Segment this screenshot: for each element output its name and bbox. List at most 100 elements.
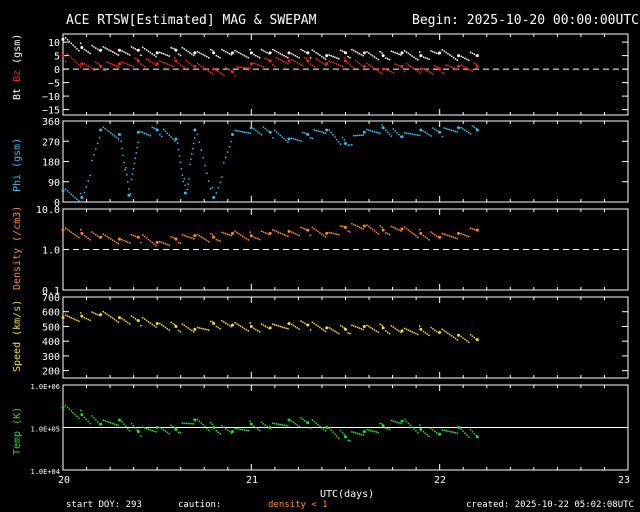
bt-sample	[121, 50, 123, 52]
speed-sample	[368, 325, 370, 328]
phi-sample	[469, 133, 472, 135]
bz-sample	[200, 65, 202, 67]
bt-sample	[298, 56, 300, 59]
bt-sample	[177, 53, 180, 56]
speed-sample	[373, 329, 376, 331]
temp-sample	[403, 418, 406, 421]
density-sample	[417, 236, 419, 239]
bz-point	[419, 67, 423, 71]
density-sample	[70, 231, 73, 233]
temp-sample	[149, 429, 152, 431]
bz-sample	[304, 56, 306, 59]
bt-sample	[179, 54, 182, 57]
bz-sample	[240, 66, 242, 69]
phi-sample	[358, 134, 361, 137]
density-point	[136, 235, 140, 239]
temp-sample	[183, 422, 186, 424]
bt-sample	[151, 53, 154, 55]
speed-sample	[219, 328, 221, 330]
density-sample	[117, 243, 120, 245]
density-sample	[283, 234, 285, 236]
speed-sample	[467, 341, 470, 344]
temp-sample	[413, 428, 415, 430]
temp-sample	[317, 424, 319, 426]
speed-sample	[296, 327, 299, 329]
bt-sample	[260, 48, 263, 51]
bz-point	[362, 64, 366, 68]
bt-sample	[70, 42, 73, 45]
temp-sample	[181, 422, 184, 424]
speed-sample	[385, 330, 387, 332]
density-sample	[281, 233, 283, 235]
bt-sample	[272, 48, 274, 51]
temp-sample	[341, 431, 344, 434]
phi-sample	[123, 161, 125, 164]
density-sample	[66, 228, 69, 231]
speed-sample	[111, 317, 114, 319]
temp-sample	[469, 428, 472, 431]
phi-sample	[181, 174, 184, 176]
speed-sample	[264, 325, 267, 327]
bz-sample	[223, 74, 225, 76]
phi-sample	[343, 139, 346, 141]
density-sample	[426, 237, 428, 240]
y-tick-label: 360	[42, 117, 60, 128]
phi-sample	[415, 134, 417, 136]
bz-sample	[72, 58, 74, 61]
phi-sample	[381, 124, 383, 126]
phi-sample	[409, 133, 412, 135]
phi-sample	[215, 192, 218, 194]
tick-layer: 1050−5−10−1536027018090010.01.00.1700600…	[30, 34, 629, 476]
bt-sample	[172, 47, 174, 50]
density-sample	[127, 241, 129, 243]
density-point	[457, 231, 460, 235]
bz-sample	[328, 60, 331, 62]
density-sample	[456, 237, 459, 240]
bt-sample	[153, 54, 155, 56]
phi-sample	[192, 147, 194, 150]
speed-sample	[241, 326, 244, 329]
density-sample	[337, 233, 340, 236]
phi-sample	[441, 135, 444, 138]
phi-point	[438, 130, 442, 134]
bt-sample	[164, 53, 167, 56]
speed-sample	[294, 325, 297, 328]
density-sample	[142, 234, 144, 236]
bz-sample	[273, 65, 276, 67]
density-sample	[392, 226, 395, 229]
temp-sample	[460, 428, 462, 430]
bt-point	[212, 51, 216, 55]
bt-point	[306, 51, 310, 55]
bt-sample	[294, 54, 297, 57]
density-sample	[447, 234, 449, 237]
bz-sample	[79, 65, 82, 68]
density-sample	[72, 232, 74, 235]
phi-sample	[188, 178, 190, 180]
density-sample	[467, 235, 470, 238]
bt-sample	[183, 48, 186, 50]
speed-sample	[108, 314, 110, 317]
bt-sample	[375, 57, 378, 60]
bz-sample	[111, 63, 114, 66]
speed-sample	[153, 324, 155, 327]
speed-sample	[74, 318, 76, 321]
temp-sample	[76, 415, 78, 418]
bz-sample	[76, 62, 78, 64]
phi-point	[193, 128, 197, 132]
speed-sample	[405, 328, 408, 331]
phi-sample	[122, 154, 124, 157]
phi-sample	[153, 127, 155, 129]
phi-sample	[347, 144, 349, 146]
bz-sample	[324, 64, 327, 66]
speed-sample	[240, 325, 242, 328]
density-point	[438, 235, 442, 239]
speed-sample	[379, 323, 381, 326]
bt-sample	[460, 55, 462, 58]
bz-sample	[132, 65, 135, 68]
phi-sample	[454, 130, 457, 133]
bt-sample	[170, 46, 172, 49]
phi-point	[457, 126, 460, 130]
speed-sample	[279, 325, 282, 328]
temp-sample	[143, 427, 146, 429]
speed-sample	[66, 315, 69, 317]
